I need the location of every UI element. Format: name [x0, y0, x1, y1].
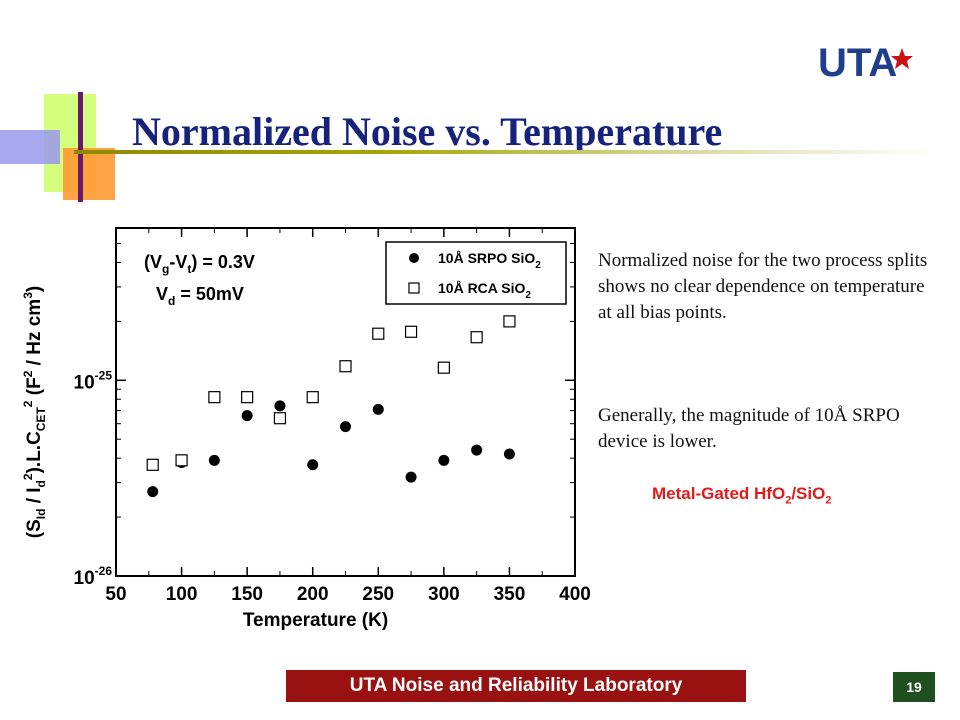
uta-logo: UTA [818, 41, 913, 82]
text-part: ) [24, 286, 45, 292]
subtitle-mid: /SiO [791, 484, 826, 503]
x-axis-label: Temperature (K) [243, 610, 388, 630]
data-point-rca [175, 454, 188, 467]
description-paragraph-1: Normalized noise for the two process spl… [598, 250, 928, 323]
x-tick-label: 350 [494, 584, 526, 605]
y-tick-base: 10 [74, 372, 95, 393]
text-part: 2 [535, 260, 541, 271]
data-point-rca [273, 412, 287, 425]
text-part: -V [169, 252, 187, 272]
data-point-srpo [471, 444, 483, 456]
decor-vertical-bar [78, 92, 83, 202]
legend-box [385, 241, 567, 305]
text-part: (S [24, 519, 45, 538]
text-part: t [187, 262, 191, 276]
annotation-drain-bias: Vd = 50mV [156, 284, 244, 308]
data-point-srpo [274, 400, 286, 412]
text-part: (F [24, 377, 45, 400]
x-tick-label: 150 [231, 584, 263, 605]
decor-orange-block [63, 148, 115, 200]
page-number: 19 [893, 672, 935, 702]
text-part: ) = 0.3V [191, 252, 255, 272]
data-point-srpo [208, 454, 220, 466]
data-point-rca [372, 327, 385, 340]
text-part: 2 [21, 370, 35, 377]
text-part: 2 [21, 473, 35, 480]
data-point-rca [404, 325, 418, 338]
y-tick-base: 10 [74, 568, 95, 589]
noise-vs-temperature-chart: 50 100 150 200 250 300 350 40010-2510-26Tempera… [21, 227, 591, 630]
legend-marker-open-square [408, 282, 420, 294]
text-part: CET [34, 407, 48, 432]
x-tick-label: 300 [428, 584, 460, 605]
text-part: / Hz cm [24, 299, 45, 371]
text-part: V [156, 284, 168, 304]
legend-marker-filled-circle [409, 253, 419, 263]
text-part: = 50mV [175, 284, 244, 304]
uta-logo-text: UTA [818, 41, 897, 82]
text-part: 2 [21, 400, 35, 407]
text-part: Id [34, 509, 48, 520]
data-point-srpo [147, 486, 159, 498]
chart-plot-area: 50 100 150 200 250 300 350 40010-2510-26Tempera… [21, 227, 591, 630]
y-axis-label: (SId / Id2).L.CCET2 (F2 / Hz cm3) [21, 286, 48, 538]
data-point-srpo [241, 410, 253, 422]
data-point-rca [241, 391, 254, 404]
data-point-rca [470, 331, 483, 344]
data-point-srpo [340, 421, 351, 433]
data-point-rca [437, 361, 450, 374]
text-part: / I [24, 487, 45, 508]
text-part: 3 [21, 292, 35, 299]
subtitle-sub-2: 2 [825, 494, 832, 507]
data-point-rca [339, 360, 352, 373]
data-point-srpo [503, 448, 515, 460]
data-point-rca [208, 391, 221, 404]
legend-entry-0: 10Å SRPO SiO2 [438, 250, 541, 271]
text-part: d [168, 294, 175, 308]
data-point-srpo [307, 459, 319, 471]
legend-entry-1: 10Å RCA SiO2 [438, 280, 531, 301]
data-point-srpo [372, 403, 384, 415]
device-subtitle: Metal-Gated HfO2/SiO2 [652, 484, 831, 506]
data-point-rca [146, 458, 159, 471]
data-point-srpo [438, 454, 450, 466]
text-part: g [162, 262, 169, 276]
text-part: 10Å RCA SiO [438, 280, 526, 296]
x-tick-label: 100 [166, 584, 198, 605]
text-part: d [34, 480, 48, 487]
slide-title: Normalized Noise vs. Temperature [132, 109, 723, 154]
text-part: 2 [525, 290, 531, 301]
y-tick-exponent: -26 [95, 564, 113, 578]
subtitle-main: Metal-Gated HfO [652, 484, 786, 503]
data-point-srpo [405, 471, 417, 483]
data-point-rca [306, 391, 319, 404]
y-tick-label: 10-25 [74, 368, 113, 393]
y-tick-exponent: -25 [95, 368, 113, 382]
text-part: ).L.C [24, 431, 45, 473]
subtitle-sub-1: 2 [785, 494, 792, 507]
x-tick-label: 400 [559, 584, 591, 605]
x-tick-label: 50 [105, 584, 126, 605]
decor-purple-block [0, 130, 60, 164]
text-part: (V [144, 252, 162, 272]
text-part: 10Å SRPO SiO [438, 250, 535, 266]
y-tick-label: 10-26 [74, 564, 113, 589]
x-tick-label: 250 [362, 584, 394, 605]
description-paragraph-2: Generally, the magnitude of 10Å SRPO dev… [598, 405, 900, 452]
star-icon [891, 48, 913, 69]
annotation-gate-bias: (Vg-Vt) = 0.3V [144, 252, 255, 276]
title-underline [74, 150, 934, 154]
footer-lab-name: UTA Noise and Reliability Laboratory [286, 670, 746, 702]
x-tick-label: 200 [297, 584, 329, 605]
data-point-rca [503, 315, 516, 328]
